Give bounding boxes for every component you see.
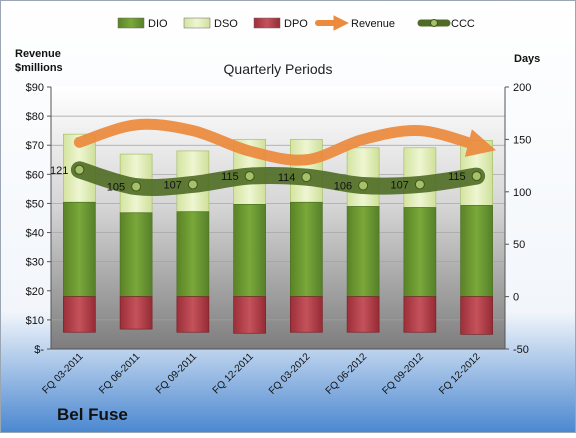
dpo-bar — [403, 296, 437, 333]
ccc-data-label: 114 — [278, 172, 296, 184]
dpo-bar — [119, 296, 153, 330]
dpo-bar — [290, 296, 323, 333]
left-tick-label: $10 — [26, 315, 44, 327]
ccc-data-label: 121 — [50, 165, 68, 177]
chart-title: Quarterly Periods — [224, 61, 333, 77]
legend: DIO DSO DPO Revenue CCC — [117, 15, 475, 31]
legend-label-dso: DSO — [214, 18, 238, 30]
legend-item-dio: DIO — [117, 17, 168, 30]
dio-bar — [233, 204, 266, 297]
left-tick-label: $- — [34, 344, 44, 356]
dpo-bar — [176, 296, 210, 333]
right-tick-label: -50 — [513, 344, 529, 356]
left-axis-title-line2: $millions — [15, 62, 63, 74]
revenue-line — [73, 118, 497, 166]
right-tick-label: 0 — [513, 292, 519, 304]
legend-item-revenue: Revenue — [315, 15, 395, 31]
legend-swatch-dio — [117, 17, 145, 29]
legend-item-dso: DSO — [183, 17, 238, 30]
ccc-data-label: 107 — [164, 179, 182, 191]
dio-bar — [403, 207, 437, 297]
legend-marker-ccc — [430, 19, 438, 27]
legend-label-revenue: Revenue — [351, 18, 395, 30]
dio-bar — [460, 205, 493, 297]
ccc-point — [301, 172, 312, 183]
ccc-data-label: 106 — [334, 181, 352, 193]
legend-label-dpo: DPO — [284, 18, 308, 30]
ccc-point — [414, 179, 425, 190]
ccc-data-label: 115 — [448, 171, 466, 183]
ccc-data-label: 107 — [391, 179, 409, 191]
right-tick-label: 200 — [513, 82, 531, 94]
left-tick-label: $80 — [26, 111, 44, 123]
dio-bar — [346, 206, 380, 297]
ccc-line-layer — [70, 161, 486, 197]
ccc-point — [358, 180, 369, 191]
left-tick-label: $60 — [26, 169, 44, 181]
dpo-bar — [346, 296, 380, 333]
left-tick-label: $50 — [26, 198, 44, 210]
legend-swatch-dpo — [253, 17, 281, 29]
dio-bar — [119, 212, 153, 297]
right-axis-title: Days — [514, 53, 540, 65]
dpo-bar — [63, 296, 96, 333]
ccc-point — [131, 181, 142, 192]
ccc-point — [187, 179, 198, 190]
revenue-line-layer — [73, 118, 497, 166]
ccc-data-labels: 121 105 107 115 114 106 107 115 — [50, 165, 466, 194]
dio-bar — [290, 201, 323, 297]
dio-bar — [176, 211, 210, 297]
left-tick-label: $90 — [26, 82, 44, 94]
company-name: Bel Fuse — [57, 405, 128, 424]
left-tick-label: $40 — [26, 228, 44, 240]
left-tick-label: $70 — [26, 140, 44, 152]
legend-item-dpo: DPO — [253, 17, 308, 30]
legend-label-ccc: CCC — [451, 18, 475, 30]
right-tick-label: 150 — [513, 134, 531, 146]
legend-label-dio: DIO — [148, 18, 168, 30]
left-tick-label: $20 — [26, 286, 44, 298]
ccc-data-label: 115 — [221, 171, 239, 183]
right-axis: -50 0 50 100 150 200 — [504, 82, 531, 356]
right-tick-label: 50 — [513, 239, 525, 251]
legend-item-ccc: CCC — [417, 18, 475, 30]
ccc-point — [74, 164, 85, 175]
left-axis-title-line1: Revenue — [15, 48, 61, 60]
ccc-data-label: 105 — [107, 182, 125, 194]
ccc-point — [471, 171, 482, 182]
left-axis: $- $10 $20 $30 $40 $50 $60 $70 $80 $90 — [26, 82, 52, 356]
dpo-bar — [460, 296, 493, 335]
dio-bar — [63, 201, 96, 297]
ccc-point — [244, 171, 255, 182]
dpo-bar — [233, 296, 266, 334]
right-tick-label: 100 — [513, 187, 531, 199]
legend-swatch-dso — [183, 17, 211, 29]
left-tick-label: $30 — [26, 257, 44, 269]
